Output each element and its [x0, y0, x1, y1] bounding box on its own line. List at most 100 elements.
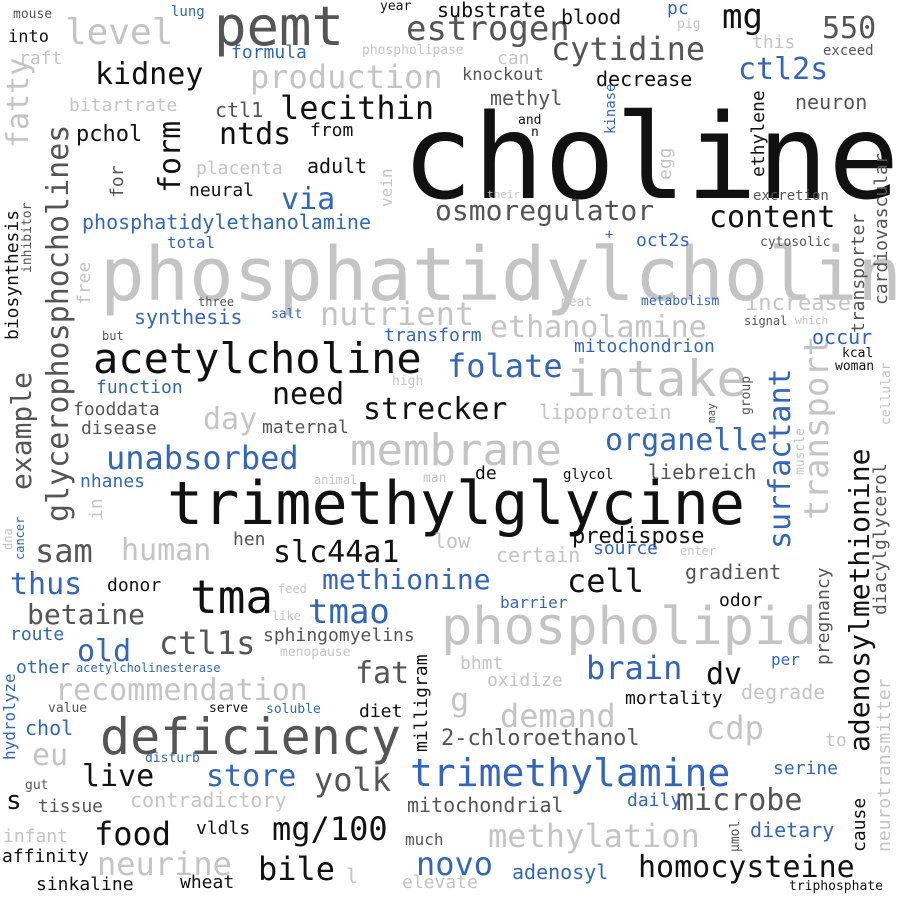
word-trimethylglycine: trimethylglycine — [167, 469, 745, 539]
word-mitochondrion: mitochondrion — [574, 336, 715, 357]
word-signal: signal — [744, 314, 788, 328]
word-yolk: yolk — [314, 761, 392, 799]
word-value: value — [48, 701, 88, 716]
word-maternal: maternal — [262, 417, 349, 438]
word-milligram: milligram — [411, 654, 432, 752]
word-surfactant: surfactant — [763, 368, 798, 549]
word-bhmt: bhmt — [460, 653, 504, 674]
word-need: need — [272, 377, 345, 412]
word-unabsorbed: unabsorbed — [106, 439, 299, 477]
word-sam: sam — [35, 532, 93, 570]
word-ctl1s: ctl1s — [159, 624, 256, 662]
word-food: food — [94, 815, 172, 853]
word-betaine: betaine — [27, 598, 146, 631]
word-vldls: vldls — [196, 818, 251, 839]
word-cytosolic: cytosolic — [760, 235, 831, 250]
word-can: can — [497, 48, 530, 69]
word-substrate: substrate — [437, 0, 546, 22]
word-feed: feed — [278, 582, 307, 596]
word-demand: demand — [500, 697, 616, 735]
word-liebreich: liebreich — [648, 460, 757, 484]
word-brain: brain — [586, 649, 683, 687]
word-occur: occur — [812, 325, 873, 349]
word-from: from — [310, 120, 354, 141]
word-wheat: wheat — [180, 872, 235, 893]
word-neurotransmitter: neurotransmitter — [874, 678, 895, 852]
word-store: store — [206, 759, 297, 794]
word-in: in — [86, 498, 107, 520]
word-knockout: knockout — [462, 65, 544, 85]
word-blood: blood — [561, 5, 622, 29]
word-n: n — [531, 125, 539, 140]
word-fooddata: fooddata — [73, 399, 160, 420]
word-like: like — [272, 609, 301, 623]
word-serine: serine — [773, 758, 839, 779]
word-daily: daily — [627, 790, 682, 811]
word-dietary: dietary — [750, 818, 835, 842]
word-raft: raft — [19, 48, 63, 69]
word-but: but — [102, 329, 124, 343]
word-total: total — [167, 233, 216, 252]
word-mouse: mouse — [13, 7, 53, 22]
word-methionine: methionine — [322, 563, 491, 596]
word-three: three — [198, 295, 235, 309]
word-per: per — [771, 650, 800, 669]
word-ctl1: ctl1 — [215, 98, 264, 122]
word-fatty: fatty — [1, 57, 36, 148]
word-meat: meat — [561, 295, 593, 310]
word-organelle: organelle — [605, 423, 768, 458]
word-transporter: transporter — [848, 213, 869, 333]
word-hen: hen — [233, 529, 266, 550]
word-into: into — [8, 27, 49, 47]
word-methylation: methylation — [488, 817, 700, 855]
word-de: de — [475, 463, 497, 484]
word-gut: gut — [25, 778, 49, 793]
word-formula: formula — [231, 42, 307, 63]
word-lecithin: lecithin — [280, 89, 435, 127]
word-osmoregulator: osmoregulator — [435, 194, 655, 227]
word-homocysteine: homocysteine — [638, 850, 855, 885]
word-novo: novo — [416, 845, 494, 883]
word-phosphatidylcholine: phosphatidylcholine — [100, 232, 900, 318]
word-tmao: tmao — [308, 592, 390, 632]
word-l: l — [346, 864, 359, 888]
word-disturb: disturb — [145, 751, 200, 766]
word-elevate: elevate — [402, 872, 478, 893]
word-tma: tma — [190, 570, 274, 624]
word-live: live — [82, 759, 155, 794]
word-membrane: membrane — [350, 425, 562, 476]
word-free: free — [74, 261, 95, 305]
word-synthesis: synthesis — [134, 305, 243, 329]
word-content: content — [709, 200, 836, 235]
word-diet: diet — [359, 701, 403, 722]
word-route: route — [10, 624, 65, 645]
word-adult: adult — [307, 154, 368, 178]
word-cardiovascular: cardiovascular — [871, 153, 892, 305]
word-neuron: neuron — [795, 90, 868, 114]
word-ethanolamine: ethanolamine — [490, 310, 707, 345]
word-umol: µmol — [728, 820, 743, 852]
word-slc44a1: slc44a1 — [273, 535, 400, 570]
word-phospholipase: phospholipase — [362, 43, 464, 58]
word-pig: pig — [677, 17, 701, 32]
word-fat: fat — [355, 656, 410, 691]
word-hydrolyze: hydrolyze — [0, 673, 19, 760]
word-folate: folate — [447, 347, 563, 385]
word-level: level — [65, 12, 174, 53]
word-day: day — [203, 402, 258, 437]
word-kidney: kidney — [95, 57, 204, 92]
word-mg: mg — [722, 0, 763, 37]
word-neural: neural — [189, 180, 255, 201]
word-cause: cause — [849, 797, 870, 852]
word-enter: enter — [680, 544, 717, 558]
word-certain: certain — [496, 543, 581, 567]
word-chol: chol — [25, 716, 74, 740]
word-plus: + — [605, 227, 614, 243]
word-example: example — [5, 371, 38, 490]
word-glycol: glycol — [563, 467, 614, 483]
word-triphosphate: triphosphate — [789, 879, 883, 894]
word-vein: vein — [377, 168, 396, 207]
word-sinkaline: sinkaline — [36, 874, 134, 895]
word-2-chloroethanol: 2-chloroethanol — [441, 726, 640, 751]
word-placenta: placenta — [196, 158, 283, 179]
